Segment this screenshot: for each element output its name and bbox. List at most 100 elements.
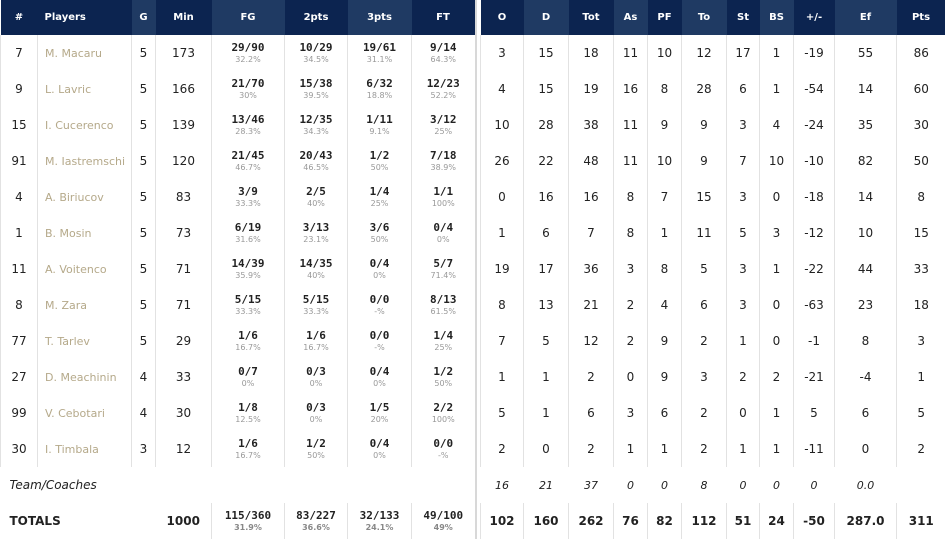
player-name-link[interactable]: V. Cebotari bbox=[37, 395, 132, 431]
cell-d: 5 bbox=[523, 323, 569, 359]
field-goals-made-attempted: 0/7 bbox=[238, 365, 258, 378]
col-steals[interactable]: St bbox=[726, 0, 760, 35]
totals-pts: 311 bbox=[896, 503, 945, 539]
cell-bs: 24 bbox=[759, 503, 794, 539]
player-row[interactable]: 99 V. Cebotari 4 30 1/8 12.5% 0/3 0% 1/5 20% 2/… bbox=[0, 395, 945, 431]
col-total-rebounds[interactable]: Tot bbox=[568, 0, 614, 35]
cell-to: 9 bbox=[681, 143, 727, 179]
col-fg[interactable]: FG bbox=[211, 0, 285, 35]
totals-three-pointers-percentage: 24.1% bbox=[365, 523, 394, 532]
col-assists[interactable]: As bbox=[613, 0, 648, 35]
cell-as: 11 bbox=[613, 35, 648, 71]
free-throws-made-attempted: 0/4 bbox=[433, 221, 454, 234]
cell-ef: 55 bbox=[834, 35, 897, 71]
free-throws-made-attempted: 12/23 bbox=[426, 77, 460, 90]
cell-ef: 23 bbox=[834, 287, 897, 323]
player-row[interactable]: 30 I. Timbala 3 12 1/6 16.7% 1/2 50% 0/4 0% 0/0… bbox=[0, 431, 945, 467]
two-pointers-made-attempted: 10/29 bbox=[299, 41, 333, 54]
cell-pts: 50 bbox=[896, 143, 945, 179]
games: 5 bbox=[131, 215, 156, 251]
free-throws: 0/4 0% bbox=[411, 215, 476, 251]
cell-o: 10 bbox=[480, 107, 524, 143]
col-3pts[interactable]: 3pts bbox=[347, 0, 412, 35]
col-2pts[interactable]: 2pts bbox=[284, 0, 348, 35]
player-row[interactable]: 77 T. Tarlev 5 29 1/6 16.7% 1/6 16.7% 0/0 -% 1/… bbox=[0, 323, 945, 359]
player-row[interactable]: 27 D. Meachinin 4 33 0/7 0% 0/3 0% 0/4 0% 1/2 50… bbox=[0, 359, 945, 395]
player-name-link[interactable]: D. Meachinin bbox=[37, 359, 132, 395]
player-name-link[interactable]: I. Timbala bbox=[37, 431, 132, 467]
free-throws-made-attempted: 0/0 bbox=[433, 437, 454, 450]
cell-o: 5 bbox=[480, 395, 524, 431]
player-row[interactable]: 15 I. Cucerenco 5 139 13/46 28.3% 12/35 34.3… bbox=[0, 107, 945, 143]
cell-bs: 1 bbox=[759, 431, 794, 467]
col-offensive-rebounds[interactable]: O bbox=[480, 0, 524, 35]
player-row[interactable]: 91 M. Iastremschi 5 120 21/45 46.7% 20/43 46… bbox=[0, 143, 945, 179]
player-name-link[interactable]: L. Lavric bbox=[37, 71, 132, 107]
field-goals-made-attempted: 1/6 bbox=[238, 329, 258, 342]
cell-as: 3 bbox=[613, 395, 648, 431]
player-name-link[interactable]: B. Mosin bbox=[37, 215, 132, 251]
two-pointers-made-attempted: 15/38 bbox=[299, 77, 333, 90]
free-throws-made-attempted: 5/7 bbox=[433, 257, 454, 270]
field-goals: 3/9 33.3% bbox=[211, 179, 285, 215]
cell-bs: 1 bbox=[759, 395, 794, 431]
player-row[interactable]: 7 M. Macaru 5 173 29/90 32.2% 10/29 34.5% 19/… bbox=[0, 35, 945, 71]
player-name-link[interactable]: M. Iastremschi bbox=[37, 143, 132, 179]
minutes: 73 bbox=[155, 215, 212, 251]
free-throws-percentage: 100% bbox=[431, 415, 455, 424]
col-players[interactable]: Players bbox=[37, 0, 132, 35]
column-separator bbox=[474, 251, 481, 287]
two-pointers-made-attempted: 20/43 bbox=[299, 149, 333, 162]
col-blocks[interactable]: BS bbox=[759, 0, 794, 35]
col-fouls[interactable]: PF bbox=[647, 0, 682, 35]
player-name-link[interactable]: T. Tarlev bbox=[37, 323, 132, 359]
field-goals-made-attempted: 13/46 bbox=[231, 113, 265, 126]
field-goals-percentage: 16.7% bbox=[235, 451, 261, 460]
col-games[interactable]: G bbox=[131, 0, 156, 35]
two-pointers-percentage: 23.1% bbox=[303, 235, 329, 244]
three-pointers-made-attempted: 0/4 bbox=[369, 257, 390, 270]
player-row[interactable]: 1 B. Mosin 5 73 6/19 31.6% 3/13 23.1% 3/6 50% 0… bbox=[0, 215, 945, 251]
three-pointers-percentage: 0% bbox=[373, 271, 386, 280]
player-row[interactable]: 11 A. Voitenco 5 71 14/39 35.9% 14/35 40% 0/4… bbox=[0, 251, 945, 287]
player-name-link[interactable]: I. Cucerenco bbox=[37, 107, 132, 143]
col-number[interactable]: # bbox=[0, 0, 38, 35]
player-row[interactable]: 4 A. Biriucov 5 83 3/9 33.3% 2/5 40% 1/4 25% 1/… bbox=[0, 179, 945, 215]
field-goals-made-attempted: 6/19 bbox=[234, 221, 262, 234]
col-efficiency[interactable]: Ef bbox=[834, 0, 897, 35]
player-name-link[interactable]: M. Macaru bbox=[37, 35, 132, 71]
cell-st: 0 bbox=[726, 395, 760, 431]
player-name-link[interactable]: A. Biriucov bbox=[37, 179, 132, 215]
col-ft[interactable]: FT bbox=[411, 0, 476, 35]
cell-pf: 9 bbox=[647, 323, 682, 359]
totals-label: TOTALS bbox=[9, 514, 61, 528]
three-pointers: 0/4 0% bbox=[347, 359, 412, 395]
cell-d: 22 bbox=[523, 143, 569, 179]
col-defensive-rebounds[interactable]: D bbox=[523, 0, 569, 35]
two-pointers-made-attempted: 12/35 bbox=[299, 113, 333, 126]
cell-ef: 0 bbox=[834, 431, 897, 467]
field-goals-made-attempted: 1/8 bbox=[238, 401, 258, 414]
free-throws-percentage: 38.9% bbox=[430, 163, 456, 172]
jersey-number: 4 bbox=[0, 179, 38, 215]
col-minutes[interactable]: Min bbox=[155, 0, 212, 35]
cell-pm: -22 bbox=[793, 251, 835, 287]
cell-st: 6 bbox=[726, 71, 760, 107]
games: 5 bbox=[131, 143, 156, 179]
cell-as: 2 bbox=[613, 323, 648, 359]
player-row[interactable]: 8 M. Zara 5 71 5/15 33.3% 5/15 33.3% 0/0 -% 8/1… bbox=[0, 287, 945, 323]
cell-d: 15 bbox=[523, 35, 569, 71]
cell-ef: 10 bbox=[834, 215, 897, 251]
cell-o: 2 bbox=[480, 431, 524, 467]
cell-pm: -11 bbox=[793, 431, 835, 467]
games: 5 bbox=[131, 71, 156, 107]
cell-st: 5 bbox=[726, 215, 760, 251]
cell-st: 2 bbox=[726, 359, 760, 395]
col-points[interactable]: Pts bbox=[896, 0, 945, 35]
col-plus-minus[interactable]: +/- bbox=[793, 0, 835, 35]
player-row[interactable]: 9 L. Lavric 5 166 21/70 30% 15/38 39.5% 6/32 1… bbox=[0, 71, 945, 107]
cell-to: 6 bbox=[681, 287, 727, 323]
player-name-link[interactable]: M. Zara bbox=[37, 287, 132, 323]
player-name-link[interactable]: A. Voitenco bbox=[37, 251, 132, 287]
col-turnovers[interactable]: To bbox=[681, 0, 727, 35]
